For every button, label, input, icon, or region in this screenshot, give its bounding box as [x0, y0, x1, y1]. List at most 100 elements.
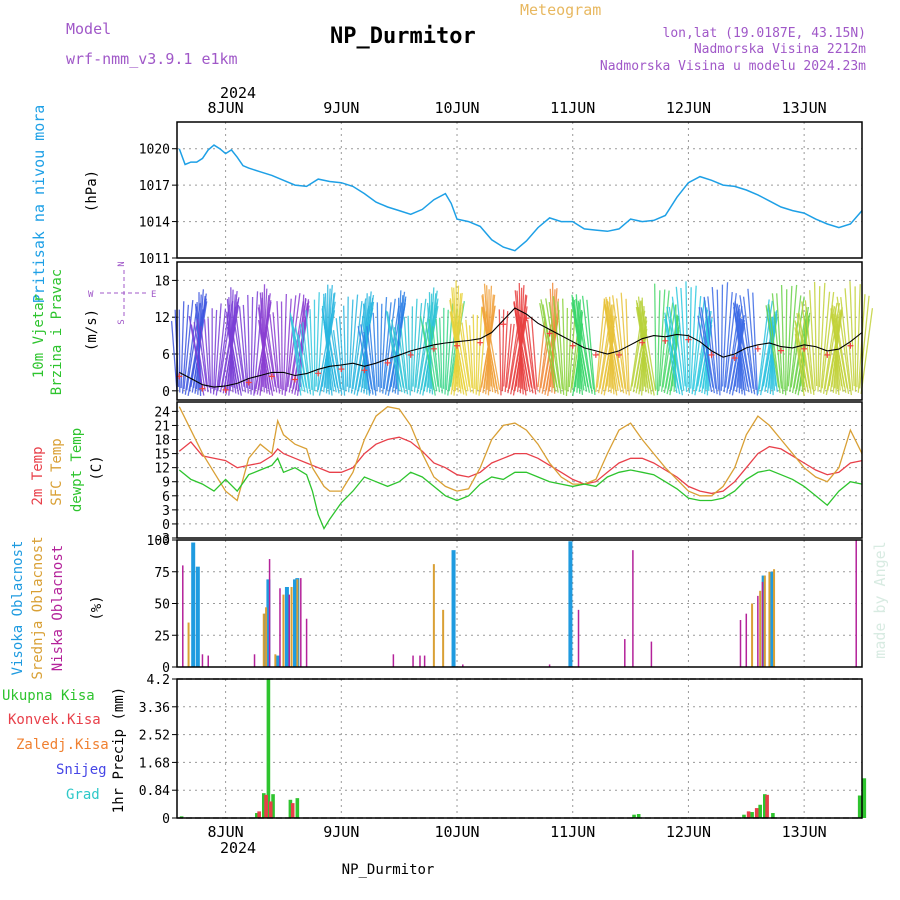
wind-barb	[330, 328, 342, 390]
wind-barb	[457, 315, 470, 387]
wind-barb	[376, 302, 380, 387]
day-label-top: 10JUN	[434, 99, 479, 117]
wind-gust-marker	[824, 351, 831, 358]
total-precip-bar	[295, 798, 300, 818]
pressure-frame	[176, 121, 863, 259]
y-tick-label: 0.84	[139, 784, 170, 799]
mid-cloud-bar	[187, 622, 190, 667]
wind-barb	[776, 293, 784, 395]
wind-barb	[452, 320, 468, 396]
wind-barb	[680, 287, 688, 392]
wind-gust-marker	[315, 370, 322, 377]
wind-barb	[517, 309, 533, 388]
y-tick-label: 15	[154, 448, 170, 463]
wind-barb	[523, 313, 535, 389]
wind-barb	[804, 300, 815, 395]
wind-gust-marker	[801, 345, 808, 352]
precip-frame	[176, 678, 863, 819]
temp-label-2: SFC Temp	[49, 438, 65, 505]
y-tick-label: 9	[162, 476, 170, 491]
wind-barb	[360, 324, 373, 390]
total-precip-bar	[857, 795, 862, 818]
wind-barb	[539, 302, 557, 392]
wind-barb	[385, 310, 400, 392]
wind-barb	[193, 322, 206, 392]
y-tick-label: 24	[154, 405, 170, 420]
lonlat-text: lon,lat (19.0187E, 43.15N)	[663, 26, 867, 41]
wind-barb	[722, 282, 729, 387]
high-cloud-bar	[195, 566, 200, 667]
total-precip-bar	[742, 814, 746, 818]
svg-text:N: N	[117, 261, 127, 266]
wind-barb	[656, 290, 661, 396]
temp-unit: (C)	[89, 455, 105, 480]
convective-precip-bar	[765, 794, 769, 818]
wind-barb	[694, 309, 709, 396]
wind-barb	[567, 309, 573, 392]
wind-barb	[428, 319, 439, 387]
pressure-unit: (hPa)	[84, 170, 100, 212]
wind-barb	[251, 291, 259, 391]
wind-gust-marker	[569, 342, 576, 349]
pressure-line	[178, 144, 863, 252]
wind-gust-marker	[616, 351, 623, 358]
wind-barb	[505, 323, 515, 388]
wind-barb	[335, 318, 344, 391]
wind-barb	[542, 304, 559, 393]
wind-barb	[247, 294, 251, 390]
wind-gust-marker	[500, 321, 507, 328]
wind-barb	[654, 283, 657, 390]
wind-barb	[503, 311, 509, 387]
wind-barb	[675, 286, 686, 387]
wind-barb	[309, 309, 314, 396]
low-cloud-bar	[201, 654, 204, 667]
svg-text:S: S	[117, 319, 127, 324]
total-precip-bar	[266, 679, 271, 818]
wind-barb	[700, 307, 715, 394]
wind-barb	[568, 311, 576, 388]
wind-barb	[697, 315, 713, 393]
wind-barb	[348, 299, 354, 393]
wind-gust-marker	[685, 336, 692, 343]
wind-barb	[260, 332, 274, 396]
y-tick-label: 1017	[139, 179, 170, 194]
wind-compass-icon: N S W E	[88, 261, 156, 324]
watermark: made by Angel	[871, 541, 889, 658]
low-cloud-bar	[268, 559, 271, 667]
high-cloud-bar	[769, 571, 774, 667]
wind-barb	[703, 296, 717, 389]
wind-barb	[821, 291, 835, 389]
wind-barb	[323, 321, 337, 393]
wind-barb	[504, 323, 512, 393]
page-title: NP_Durmitor	[330, 24, 476, 49]
precip-legend-convective: Konvek.Kisa	[8, 712, 101, 728]
wind-barb	[604, 304, 622, 393]
wind-barb	[830, 312, 847, 393]
wind-barb	[794, 333, 805, 397]
wind-barb	[302, 322, 312, 395]
wind-barb	[183, 299, 194, 390]
wind-barb	[671, 296, 685, 391]
wind-barb	[659, 290, 670, 387]
wind-barb	[545, 298, 561, 389]
wind-barb	[507, 327, 519, 394]
wind-unit: (m/s)	[84, 309, 100, 351]
wind-gust-marker	[847, 342, 854, 349]
wind-barb	[795, 322, 809, 393]
footer-station: NP_Durmitor	[342, 862, 435, 878]
wind-barb	[207, 318, 212, 394]
wind-barb	[747, 288, 757, 390]
wind-gust-marker	[662, 337, 669, 344]
high-cloud-bar	[191, 542, 196, 667]
mid-cloud-bar	[290, 586, 293, 667]
wind-barb	[215, 308, 227, 396]
clouds-panel: 0 25 50 75 100	[147, 534, 863, 676]
wind-barb	[412, 298, 418, 387]
wind-barb	[668, 306, 684, 396]
wind-gust-marker	[268, 373, 275, 380]
wind-barb	[372, 312, 378, 392]
day-label-bottom: 11JUN	[550, 823, 595, 841]
wind-barb	[723, 291, 733, 393]
low-cloud-bar	[182, 565, 184, 667]
wind-gust-marker	[407, 351, 414, 358]
